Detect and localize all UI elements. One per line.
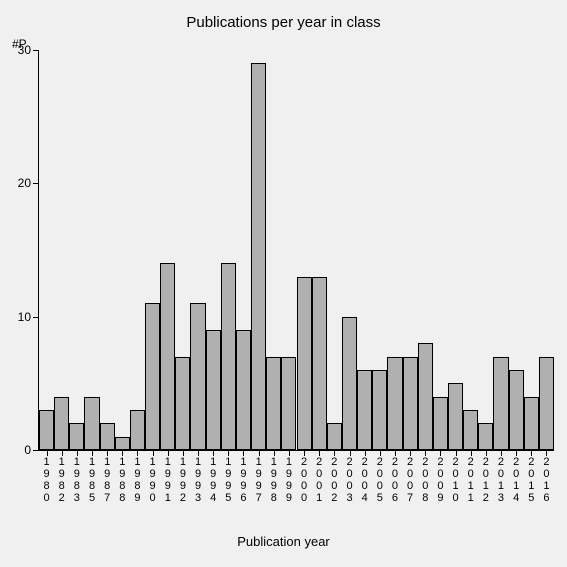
x-tick-label: 1 9 9 7 [252, 456, 266, 504]
bar [175, 357, 190, 450]
x-tick-label: 2 0 1 6 [539, 456, 553, 504]
x-tick-label: 1 9 9 0 [146, 456, 160, 504]
x-tick-label: 2 0 0 7 [403, 456, 417, 504]
bar [206, 330, 221, 450]
bar [39, 410, 54, 450]
bar [145, 303, 160, 450]
x-tick-label: 2 0 1 4 [509, 456, 523, 504]
x-tick-label: 2 0 1 2 [479, 456, 493, 504]
chart-container: Publications per year in class #P 010203… [0, 0, 567, 567]
bar [190, 303, 205, 450]
bar [342, 317, 357, 450]
x-tick-label: 1 9 9 6 [236, 456, 250, 504]
y-tick [33, 450, 39, 451]
bar [418, 343, 433, 450]
bar [251, 63, 266, 450]
x-tick-label: 2 0 1 3 [494, 456, 508, 504]
x-tick-label: 2 0 1 0 [449, 456, 463, 504]
x-tick-label: 1 9 8 0 [40, 456, 54, 504]
bar [54, 397, 69, 450]
bar [372, 370, 387, 450]
y-tick-label: 30 [18, 43, 31, 57]
x-tick-label: 1 9 8 2 [55, 456, 69, 504]
bar [266, 357, 281, 450]
bar [387, 357, 402, 450]
x-tick-label: 2 0 0 1 [312, 456, 326, 504]
x-tick-label: 1 9 9 3 [191, 456, 205, 504]
x-tick-label: 1 9 9 8 [267, 456, 281, 504]
bar [539, 357, 554, 450]
bar [327, 423, 342, 450]
bar [357, 370, 372, 450]
x-tick-label: 1 9 8 3 [70, 456, 84, 504]
bar [478, 423, 493, 450]
x-tick-label: 2 0 0 2 [327, 456, 341, 504]
x-tick-label: 1 9 8 7 [100, 456, 114, 504]
bar [281, 357, 296, 450]
bar [236, 330, 251, 450]
x-tick-label: 1 9 9 2 [176, 456, 190, 504]
bar [221, 263, 236, 450]
bar [524, 397, 539, 450]
bar [69, 423, 84, 450]
bar [509, 370, 524, 450]
x-tick-label: 1 9 9 9 [282, 456, 296, 504]
plot-area: 01020301 9 8 01 9 8 21 9 8 31 9 8 51 9 8… [38, 50, 554, 451]
bar [297, 277, 312, 450]
x-tick-label: 2 0 0 0 [297, 456, 311, 504]
x-tick-label: 2 0 0 4 [358, 456, 372, 504]
x-tick-label: 2 0 0 9 [433, 456, 447, 504]
x-tick-label: 2 0 0 6 [388, 456, 402, 504]
x-tick-label: 1 9 8 9 [130, 456, 144, 504]
x-tick-label: 1 9 8 8 [115, 456, 129, 504]
x-axis-label: Publication year [0, 534, 567, 549]
bar [312, 277, 327, 450]
x-tick-label: 2 0 0 8 [418, 456, 432, 504]
bar [493, 357, 508, 450]
y-tick-label: 10 [18, 310, 31, 324]
bar [403, 357, 418, 450]
y-tick-label: 20 [18, 176, 31, 190]
y-tick [33, 183, 39, 184]
bar [433, 397, 448, 450]
y-tick [33, 50, 39, 51]
bar [130, 410, 145, 450]
x-tick-label: 2 0 0 3 [343, 456, 357, 504]
bar [160, 263, 175, 450]
bar [115, 437, 130, 450]
x-tick-label: 2 0 0 5 [373, 456, 387, 504]
x-tick-label: 1 9 8 5 [85, 456, 99, 504]
x-tick-label: 1 9 9 5 [221, 456, 235, 504]
bar [100, 423, 115, 450]
x-tick-label: 2 0 1 1 [464, 456, 478, 504]
y-tick-label: 0 [24, 443, 31, 457]
y-tick [33, 317, 39, 318]
bar [463, 410, 478, 450]
x-tick-label: 1 9 9 1 [161, 456, 175, 504]
x-tick-label: 2 0 1 5 [524, 456, 538, 504]
x-tick-label: 1 9 9 4 [206, 456, 220, 504]
bar [84, 397, 99, 450]
chart-title: Publications per year in class [0, 14, 567, 31]
bar [448, 383, 463, 450]
